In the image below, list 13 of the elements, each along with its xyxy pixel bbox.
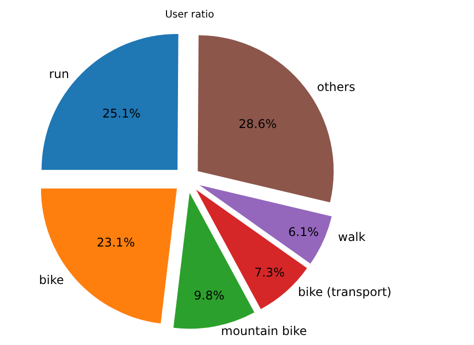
chart-title: User ratio [165, 9, 214, 20]
slice-label: bike [39, 273, 64, 287]
slice-label: mountain bike [221, 324, 307, 338]
slice-label: walk [338, 230, 366, 244]
data-label: 9.8% [194, 288, 224, 302]
slice-label: bike (transport) [298, 285, 392, 299]
data-label: 28.6% [238, 116, 277, 131]
data-label: 7.3% [254, 266, 285, 280]
data-label: 6.1% [288, 225, 319, 240]
data-label: 23.1% [96, 236, 135, 250]
data-label: 25.1% [102, 106, 140, 120]
slice-label: run [49, 67, 70, 81]
slice-label: others [317, 80, 356, 94]
